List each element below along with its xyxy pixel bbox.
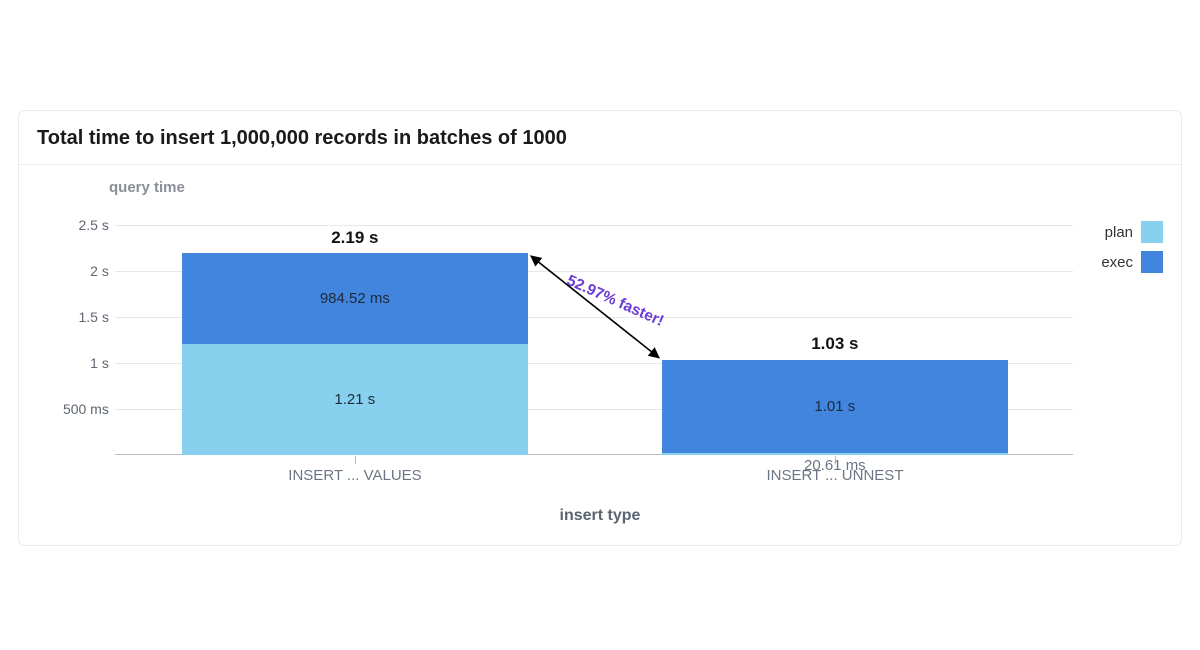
legend-swatch: [1141, 251, 1163, 273]
y-tick-label: 2.5 s: [79, 217, 109, 233]
x-tick-mark: [835, 456, 836, 464]
x-axis: INSERT ... VALUES INSERT ... UNNEST: [115, 465, 1075, 491]
y-tick-label: 500 ms: [63, 401, 109, 417]
y-tick-label: 1 s: [90, 355, 109, 371]
legend: plan exec: [1073, 175, 1163, 455]
y-tick-label: 1.5 s: [79, 309, 109, 325]
chart-header: Total time to insert 1,000,000 records i…: [19, 111, 1181, 165]
plot-area: 1.21 s984.52 ms2.19 s20.61 ms1.01 s1.03 …: [115, 225, 1073, 455]
y-axis: 500 ms 1 s 1.5 s 2 s 2.5 s: [37, 175, 115, 455]
x-tick-label: INSERT ... UNNEST: [767, 467, 904, 484]
legend-item-exec: exec: [1073, 251, 1163, 273]
chart-card: Total time to insert 1,000,000 records i…: [18, 110, 1182, 546]
legend-label: exec: [1101, 254, 1133, 271]
chart-body: query time 500 ms 1 s 1.5 s 2 s 2.5 s 1.21 s…: [19, 165, 1181, 545]
x-tick-mark: [355, 456, 356, 464]
legend-label: plan: [1105, 224, 1133, 241]
y-tick-label: 2 s: [90, 263, 109, 279]
x-tick-label: INSERT ... VALUES: [288, 467, 421, 484]
legend-item-plan: plan: [1073, 221, 1163, 243]
legend-swatch: [1141, 221, 1163, 243]
y-axis-label: query time: [109, 179, 185, 196]
chart-title: Total time to insert 1,000,000 records i…: [37, 127, 1163, 150]
